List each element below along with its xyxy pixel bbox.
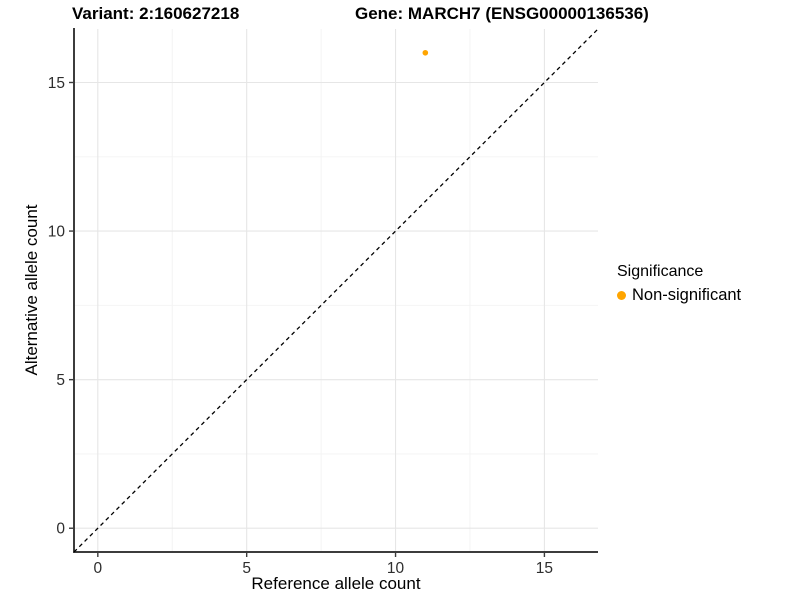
y-tick-label: 10 (48, 224, 66, 241)
x-tick-label: 15 (536, 560, 553, 577)
x-tick-label: 10 (387, 560, 405, 577)
legend: Significance Non-significant (617, 263, 741, 305)
y-tick-label: 0 (56, 521, 65, 538)
data-point (422, 49, 429, 56)
point-icon (617, 291, 626, 300)
legend-title: Significance (617, 263, 704, 280)
variant-title: Variant: 2:160627218 (72, 4, 240, 23)
x-tick-label: 5 (242, 560, 251, 577)
x-axis-label: Reference allele count (251, 574, 421, 593)
y-tick-label: 5 (56, 372, 65, 389)
x-tick-label: 0 (94, 560, 103, 577)
identity-line (73, 28, 599, 553)
legend-item-label: Non-significant (632, 286, 742, 304)
y-tick-label: 15 (48, 75, 65, 92)
legend-item: Non-significant (617, 286, 741, 305)
gene-title: Gene: MARCH7 (ENSG00000136536) (355, 4, 649, 23)
